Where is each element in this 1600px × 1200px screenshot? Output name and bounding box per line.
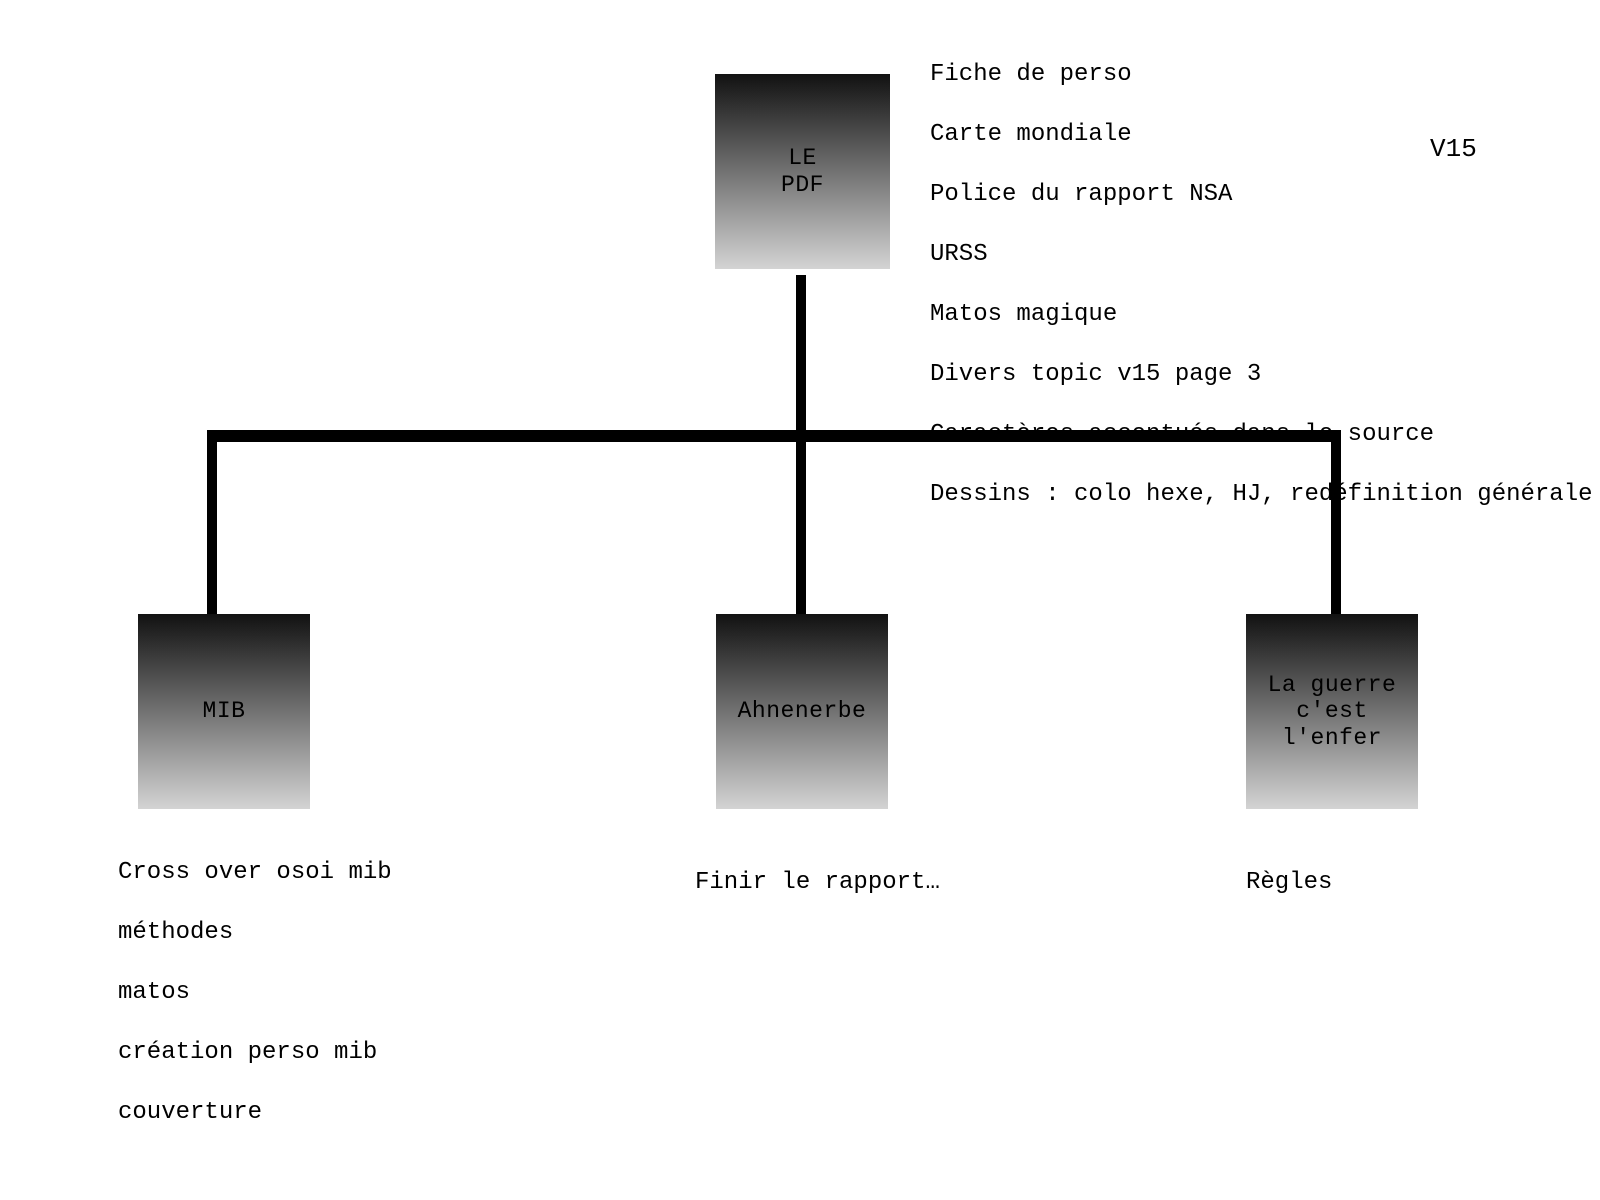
- note-line: couverture: [118, 1098, 392, 1128]
- node-guerre: La guerre c'est l'enfer: [1246, 614, 1418, 809]
- note-line: URSS: [930, 240, 1593, 270]
- node-ahnenerbe: Ahnenerbe: [716, 614, 888, 809]
- note-line: Divers topic v15 page 3: [930, 360, 1593, 390]
- node-ahnenerbe-label: Ahnenerbe: [738, 698, 867, 724]
- version-tag-text: V15: [1430, 134, 1477, 164]
- note-line: Fiche de perso: [930, 60, 1593, 90]
- connector-trunk: [796, 275, 806, 445]
- note-line: matos: [118, 978, 392, 1008]
- note-line: Caractères accentués dans le source: [930, 420, 1593, 450]
- connector-drop-left: [207, 430, 217, 630]
- note-line: création perso mib: [118, 1038, 392, 1068]
- note-line: Règles: [1246, 868, 1332, 898]
- note-line: méthodes: [118, 918, 392, 948]
- note-line: Matos magique: [930, 300, 1593, 330]
- node-root: LE PDF: [715, 74, 890, 269]
- node-guerre-label: La guerre c'est l'enfer: [1268, 672, 1397, 751]
- node-root-notes: Fiche de perso Carte mondiale Police du …: [930, 30, 1593, 540]
- diagram-canvas: LE PDF Fiche de perso Carte mondiale Pol…: [0, 0, 1600, 1200]
- note-line: Carte mondiale: [930, 120, 1593, 150]
- node-mib: MIB: [138, 614, 310, 809]
- node-mib-notes: Cross over osoi mib méthodes matos créat…: [118, 828, 392, 1158]
- version-tag: V15: [1430, 100, 1477, 165]
- node-ahnenerbe-notes: Finir le rapport…: [695, 838, 940, 928]
- node-root-label: LE PDF: [781, 145, 824, 198]
- connector-drop-mid: [796, 430, 806, 630]
- note-line: Police du rapport NSA: [930, 180, 1593, 210]
- node-mib-label: MIB: [203, 698, 246, 724]
- note-line: Cross over osoi mib: [118, 858, 392, 888]
- note-line: Dessins : colo hexe, HJ, redéfinition gé…: [930, 480, 1593, 510]
- note-line: Finir le rapport…: [695, 868, 940, 898]
- node-guerre-notes: Règles: [1246, 838, 1332, 928]
